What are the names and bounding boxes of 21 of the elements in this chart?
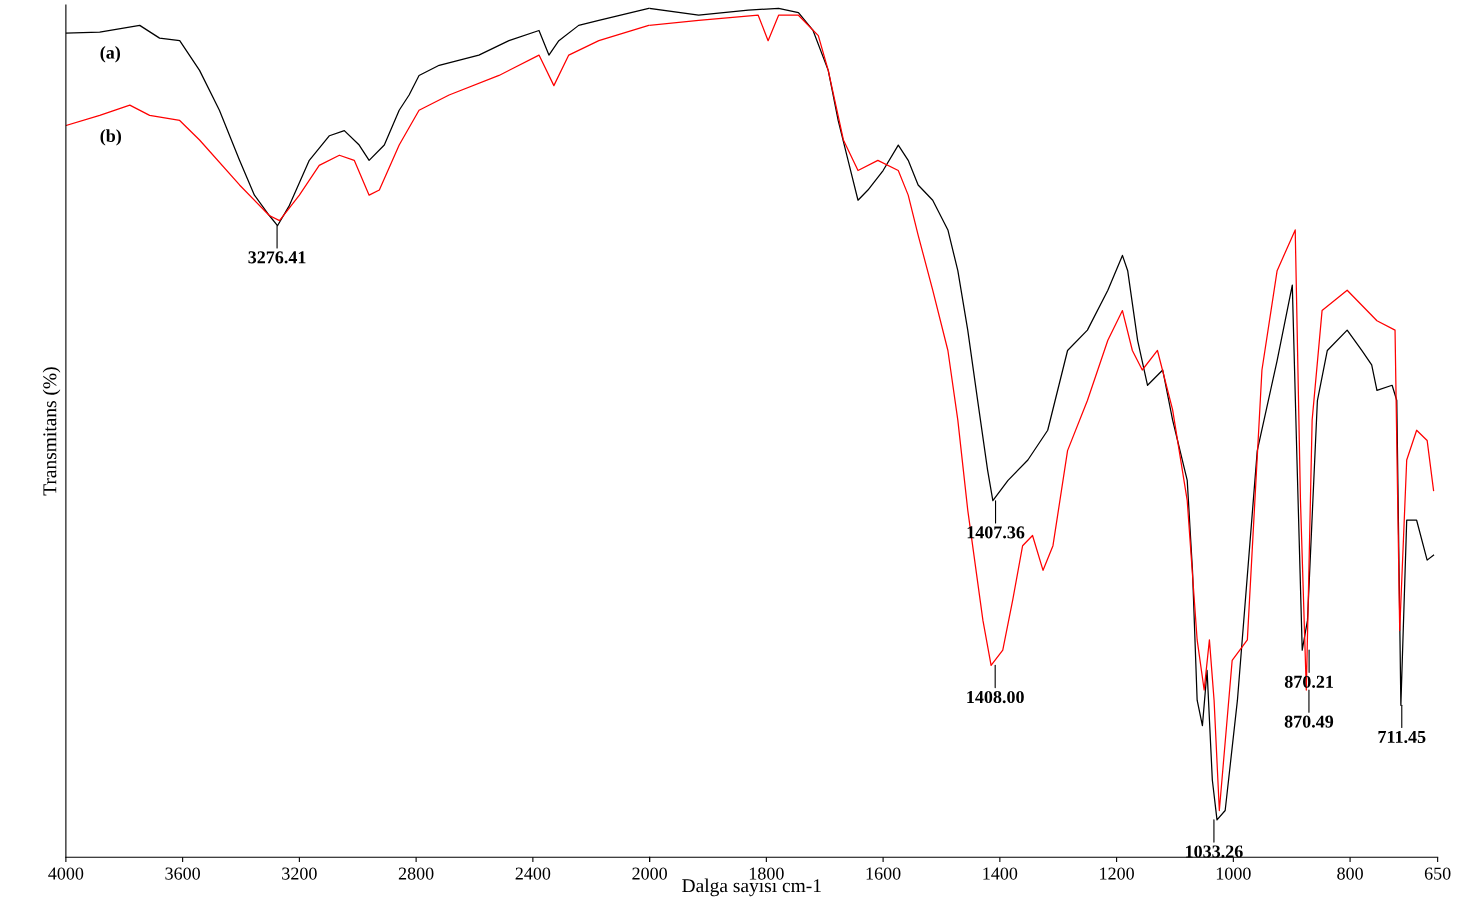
x-tick-label: 3600 — [165, 867, 200, 880]
annotation: 3276.41 — [248, 251, 306, 264]
x-tick-label: 4000 — [48, 867, 84, 880]
annotation: 1408.00 — [967, 690, 1024, 704]
x-tick-label: 2400 — [515, 867, 551, 880]
x-tick-label: 1000 — [1216, 867, 1251, 880]
x-tick-label: 2000 — [632, 867, 667, 880]
y-axis-title: Transmitans (%) — [42, 367, 61, 496]
annotation: 1033.26 — [1186, 845, 1243, 858]
x-tick-label: 2800 — [398, 867, 434, 880]
x-tick-label: 3200 — [282, 867, 317, 880]
annotation: 711.45 — [1378, 730, 1426, 744]
series-label: (a) — [100, 46, 120, 63]
annotation: 870.49 — [1284, 715, 1334, 728]
x-tick-label: 800 — [1337, 867, 1363, 880]
x-tick-label: 1600 — [866, 867, 901, 880]
x-tick-label: 1400 — [983, 867, 1018, 880]
x-tick-label: 650 — [1424, 867, 1451, 880]
x-tick-label: 1800 — [749, 867, 784, 880]
series-label: (b) — [100, 129, 122, 146]
x-tick-label: 1200 — [1100, 867, 1134, 880]
